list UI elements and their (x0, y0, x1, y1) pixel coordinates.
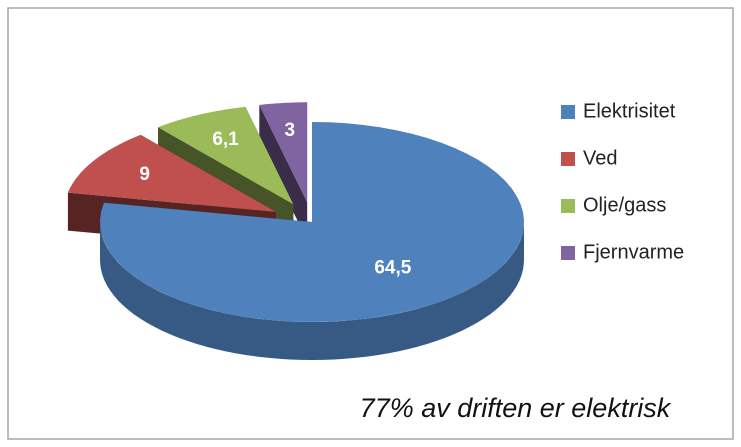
slice-top (67, 134, 276, 212)
slice-top (259, 102, 308, 203)
data-label: 3 (285, 120, 296, 141)
pie-slice (259, 102, 308, 241)
legend-swatch (561, 105, 575, 119)
data-label: 9 (139, 164, 150, 185)
slice-cut-face (259, 104, 308, 241)
legend-swatch (561, 199, 575, 213)
legend-label: Ved (583, 147, 617, 169)
slice-side (100, 222, 524, 360)
legend: Elektrisitet Ved Olje/gass Fjernvarme (561, 100, 684, 263)
legend-swatch (561, 152, 575, 166)
legend-label: Elektrisitet (583, 100, 676, 122)
slice-top (158, 106, 294, 205)
legend-label: Olje/gass (583, 194, 666, 216)
pie: 3 6,1 9 64,5 (67, 102, 524, 360)
data-label: 64,5 (374, 257, 411, 278)
legend-swatch (561, 246, 575, 260)
annotation: 77% av driften er elektrisk (360, 393, 672, 423)
slice-top (100, 122, 524, 322)
data-label: 6,1 (212, 129, 239, 150)
pie-slice (100, 122, 524, 360)
legend-label: Fjernvarme (583, 241, 684, 263)
